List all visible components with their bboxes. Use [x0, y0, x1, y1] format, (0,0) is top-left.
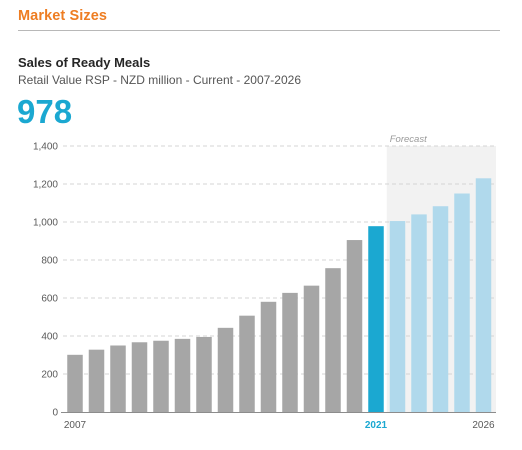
- chart-subtitle: Retail Value RSP - NZD million - Current…: [18, 73, 302, 87]
- section-divider: [18, 30, 500, 31]
- bar-2021: [368, 226, 384, 412]
- y-tick-label: 400: [41, 332, 58, 343]
- x-tick-label: 2007: [64, 420, 87, 431]
- bar-2022: [389, 221, 406, 412]
- bar-2016: [260, 301, 277, 412]
- bar-2026: [475, 178, 492, 412]
- bar-2014: [217, 327, 234, 412]
- y-tick-label: 1,200: [33, 180, 58, 191]
- bar-2015: [239, 315, 255, 412]
- y-tick-label: 1,000: [33, 218, 58, 229]
- chart-title: Sales of Ready Meals: [18, 55, 151, 70]
- bar-2009: [110, 345, 126, 412]
- bar-2013: [196, 336, 212, 412]
- forecast-label: Forecast: [390, 134, 427, 145]
- bar-2024: [432, 206, 449, 412]
- bar-2019: [325, 268, 341, 412]
- y-tick-label: 1,400: [33, 142, 58, 153]
- bar-2017: [282, 292, 298, 412]
- bar-2025: [454, 193, 470, 412]
- bar-2007: [67, 354, 83, 412]
- x-tick-label: 2026: [472, 420, 495, 431]
- y-tick-label: 0: [52, 408, 58, 419]
- bar-2010: [131, 342, 148, 412]
- section-title: Market Sizes: [18, 8, 108, 24]
- y-tick-label: 600: [41, 294, 58, 305]
- bar-2008: [88, 349, 105, 412]
- bar-2020: [346, 240, 363, 412]
- bar-2011: [153, 340, 169, 412]
- y-tick-label: 800: [41, 256, 58, 267]
- bar-2018: [303, 285, 320, 412]
- bar-2012: [174, 338, 191, 412]
- y-tick-label: 200: [41, 370, 58, 381]
- bar-2023: [411, 214, 427, 412]
- x-tick-label: 2021: [365, 420, 388, 431]
- headline-value: 978: [17, 93, 73, 130]
